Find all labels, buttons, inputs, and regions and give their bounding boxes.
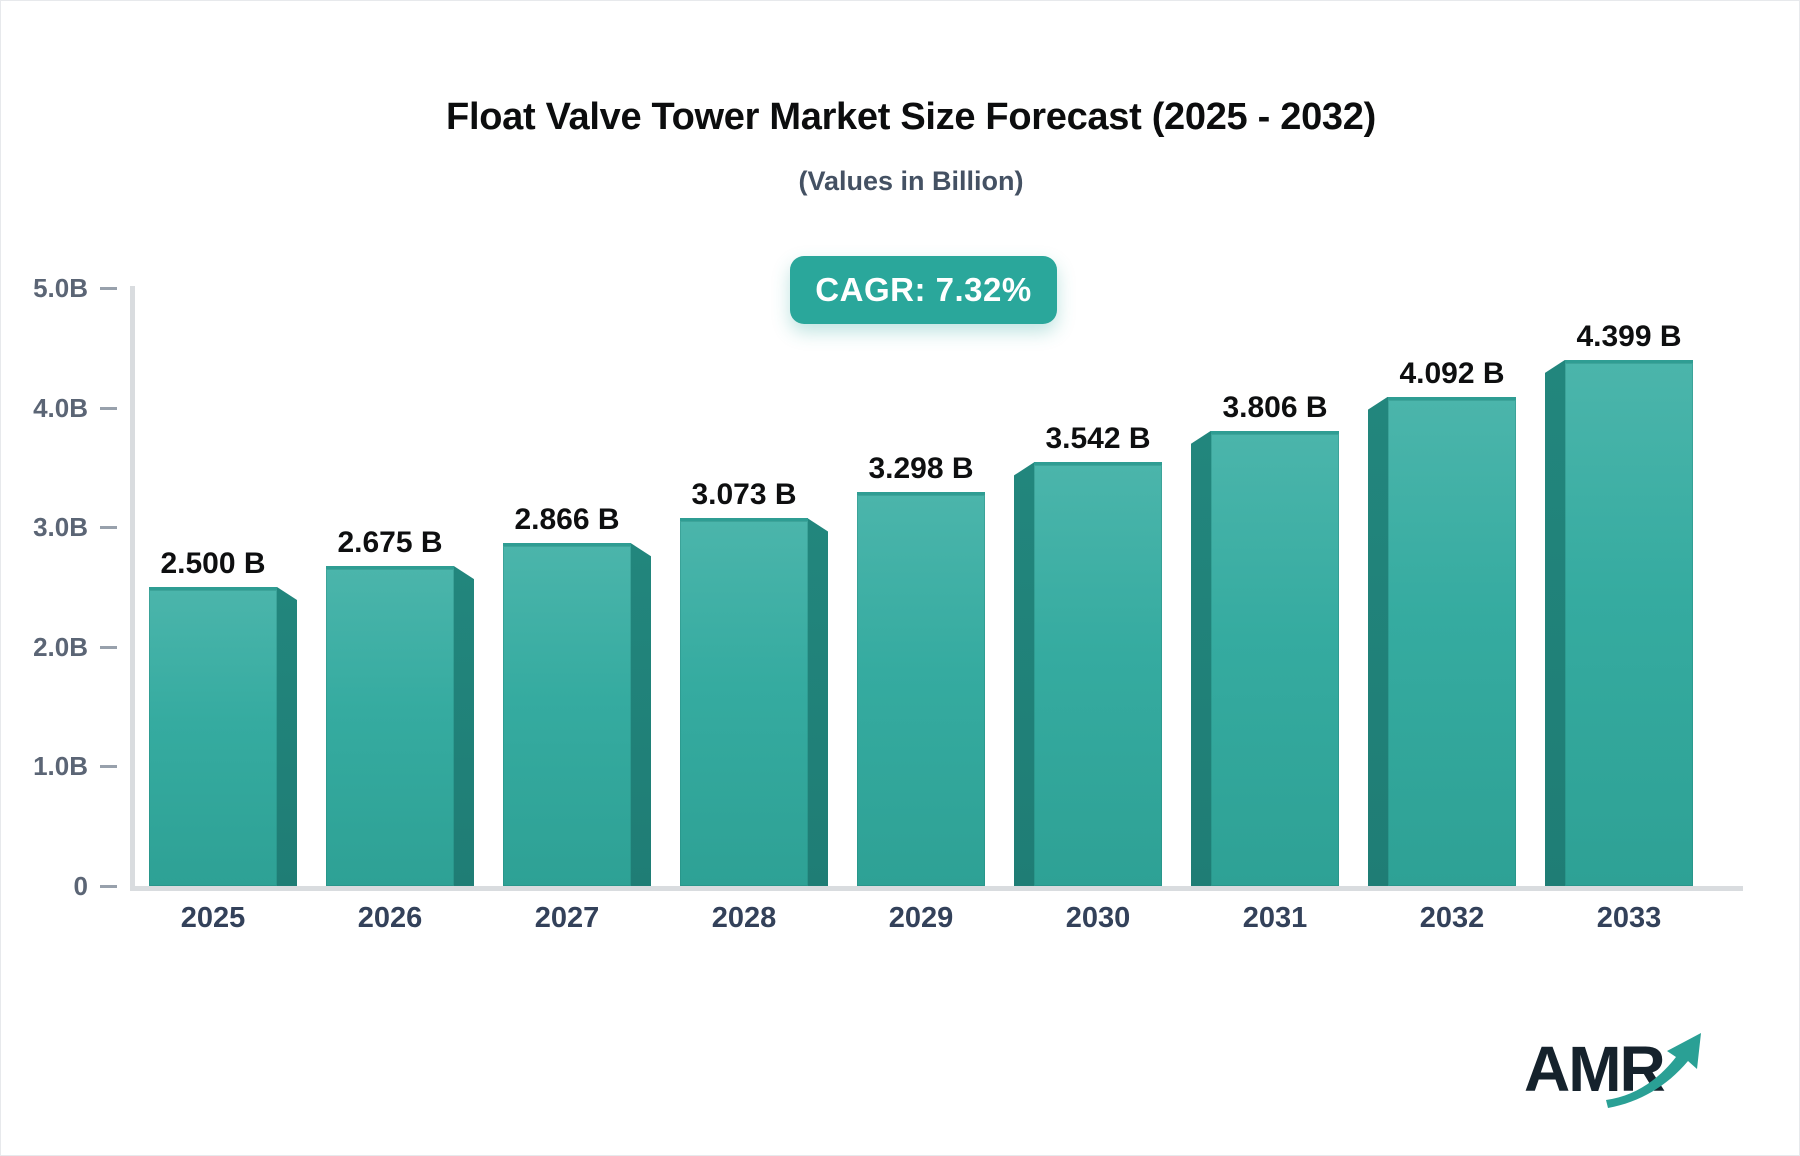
- y-axis-tick-label: 4.0B: [33, 392, 88, 423]
- chart-subtitle: (Values in Billion): [798, 166, 1024, 196]
- x-axis-label-2026: 2026: [357, 902, 423, 934]
- x-axis-label-2028: 2028: [711, 902, 777, 934]
- bar-2026: [326, 566, 454, 886]
- y-axis-tick-label: 0: [73, 871, 88, 901]
- y-axis-tick-label: 5.0B: [33, 273, 88, 303]
- bar-value-label: 2.866 B: [514, 503, 620, 537]
- y-axis-tick-label: 1.0B: [33, 751, 88, 782]
- bar-2033: [1565, 359, 1693, 886]
- bar-value-label: 4.399 B: [1576, 319, 1682, 353]
- growth-arrow-icon: [1606, 1033, 1701, 1108]
- bar-3d-side: [1368, 396, 1388, 886]
- bar-3d-side: [454, 566, 474, 886]
- y-axis-line: [130, 286, 135, 891]
- y-axis-tick-mark: [100, 645, 117, 649]
- x-axis-label-2031: 2031: [1242, 902, 1308, 934]
- bar-3d-side: [808, 518, 828, 886]
- bar-3d-side: [1191, 430, 1211, 886]
- y-axis-tick-label: 2.0B: [33, 631, 88, 662]
- x-axis-label-2033: 2033: [1596, 902, 1662, 934]
- y-axis-tick-label: 3.0B: [33, 512, 88, 543]
- x-axis-label-2027: 2027: [534, 902, 600, 934]
- y-axis-tick-mark: [100, 526, 117, 530]
- bar-2028: [680, 518, 808, 886]
- cagr-badge: CAGR: 7.32%: [790, 256, 1057, 324]
- bar-value-label: 3.542 B: [1045, 422, 1151, 456]
- page-title: Float Valve Tower Market Size Forecast (…: [446, 96, 1376, 138]
- bar-value-label: 2.675 B: [337, 526, 443, 560]
- bar-3d-side: [1545, 359, 1565, 886]
- cagr-badge-label: CAGR: 7.32%: [815, 271, 1032, 308]
- x-axis-label-2025: 2025: [180, 902, 246, 934]
- y-axis-tick-mark: [100, 885, 117, 888]
- x-axis-line: [130, 886, 1743, 891]
- x-axis-label-2030: 2030: [1065, 902, 1131, 934]
- bar-value-label: 2.500 B: [160, 547, 266, 580]
- bar-value-label: 3.806 B: [1222, 390, 1328, 424]
- y-axis-tick-mark: [100, 765, 117, 769]
- x-axis-label-2032: 2032: [1419, 902, 1485, 934]
- bar-2027: [503, 543, 631, 886]
- bar-3d-side: [1014, 462, 1034, 886]
- y-axis-tick-mark: [100, 287, 117, 290]
- bar-3d-side: [631, 543, 651, 886]
- bar-value-label: 4.092 B: [1399, 356, 1505, 390]
- bar-2031: [1211, 430, 1339, 886]
- bar-2029: [857, 491, 985, 886]
- bar-3d-side: [277, 587, 297, 886]
- y-axis-tick-mark: [100, 406, 117, 410]
- bar-2032: [1388, 396, 1516, 886]
- bar-2025: [149, 587, 277, 886]
- x-axis-label-2029: 2029: [888, 902, 954, 934]
- bar-2030: [1034, 462, 1162, 886]
- bar-value-label: 3.073 B: [691, 478, 797, 512]
- bar-value-label: 3.298 B: [868, 451, 974, 485]
